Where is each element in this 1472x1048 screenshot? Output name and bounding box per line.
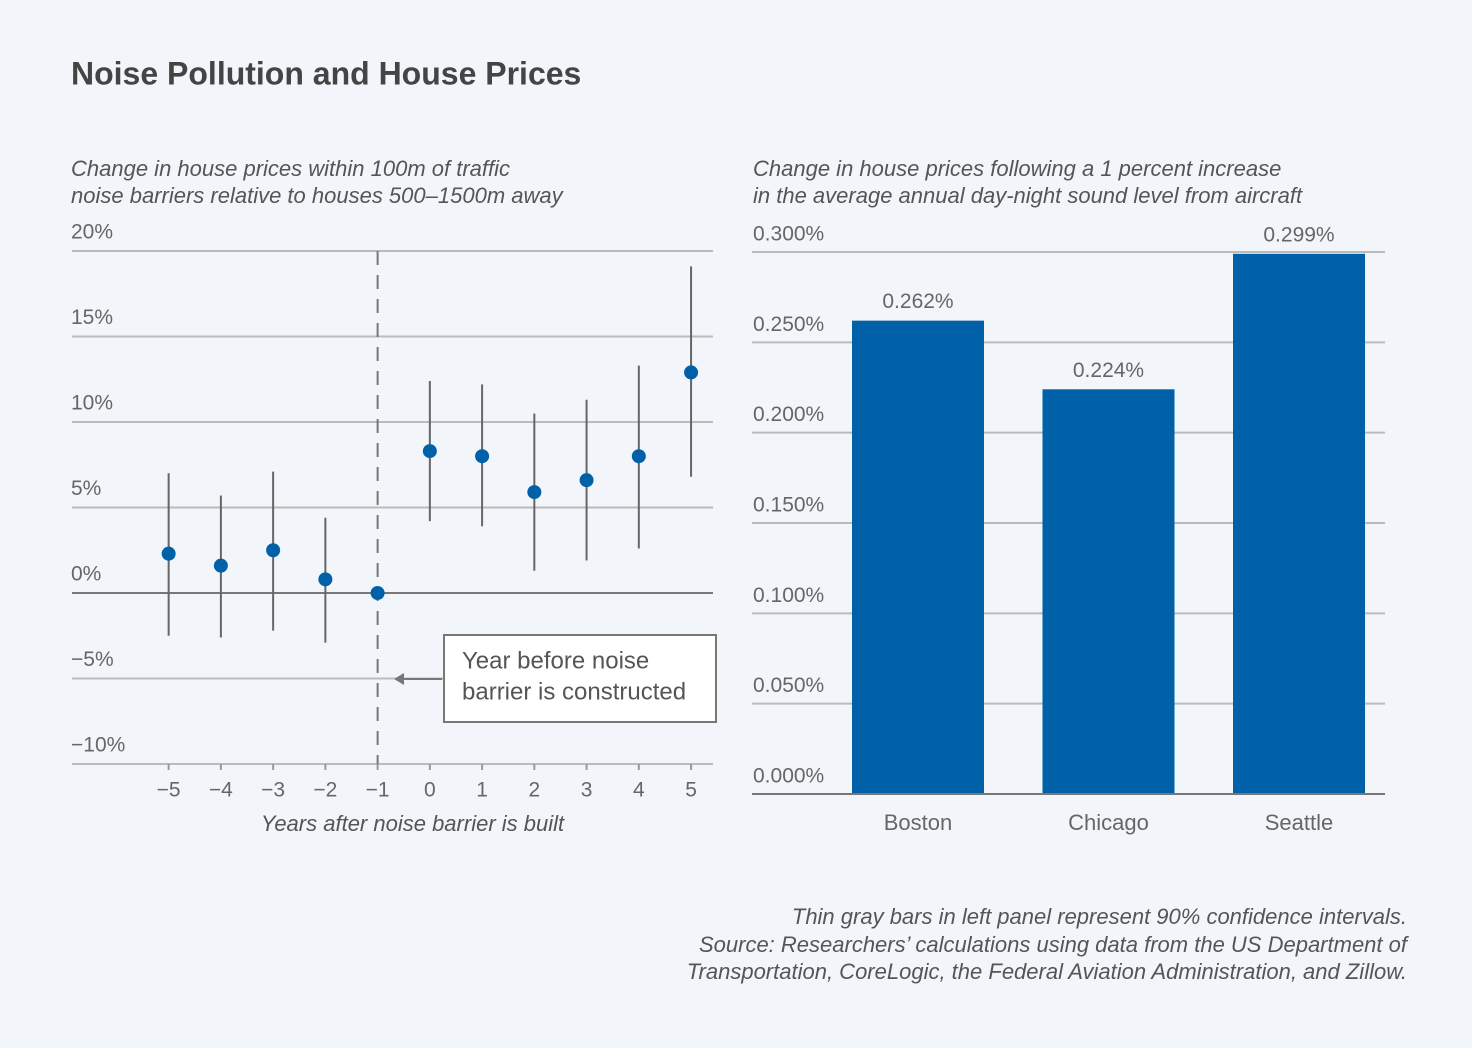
x-tick-label: 2 — [528, 779, 540, 802]
x-tick-label: −1 — [366, 779, 390, 802]
x-tick-label: −3 — [261, 779, 285, 802]
x-tick-label: 1 — [476, 779, 488, 802]
point — [370, 586, 385, 600]
note: Thin gray bars in left panel represent 9… — [792, 904, 1407, 929]
y-tick-label: 15% — [71, 306, 113, 329]
y-tick-label: 0.050% — [753, 674, 824, 697]
x-tick-label: 0 — [424, 779, 436, 802]
annotation-arrowhead — [394, 673, 404, 685]
point — [318, 572, 333, 587]
annotation-box — [443, 634, 717, 723]
y-tick-label: −5% — [71, 648, 114, 671]
annotation: barrier is constructed — [462, 678, 686, 705]
x-axis-label: Years after noise barrier is built — [261, 811, 565, 836]
subtitle: Change in house prices following a 1 per… — [753, 156, 1281, 181]
point — [266, 543, 281, 558]
y-tick-label: 0.100% — [753, 584, 824, 607]
x-tick-label: 3 — [581, 779, 593, 802]
note: Transportation, CoreLogic, the Federal A… — [687, 959, 1407, 984]
point — [161, 546, 176, 561]
x-tick-label: 5 — [685, 779, 697, 802]
y-tick-label: 0% — [71, 563, 101, 586]
x-tick-label: Boston — [884, 810, 953, 835]
bar — [1042, 389, 1175, 794]
value-label: 0.262% — [882, 290, 953, 313]
point — [579, 473, 594, 488]
subtitle: noise barriers relative to houses 500–15… — [71, 183, 565, 208]
point — [422, 444, 437, 459]
figure-title: Noise Pollution and House Prices — [71, 55, 581, 91]
y-tick-label: 5% — [71, 477, 101, 500]
annotation: Year before noise — [462, 647, 649, 674]
x-tick-label: Chicago — [1068, 810, 1149, 835]
x-tick-label: −5 — [157, 779, 181, 802]
y-tick-label: 10% — [71, 392, 113, 415]
x-tick-label: −2 — [313, 779, 337, 802]
value-label: 0.224% — [1073, 359, 1144, 382]
note: Source: Researchers’ calculations using … — [699, 932, 1410, 957]
subtitle: Change in house prices within 100m of tr… — [71, 156, 510, 181]
point — [684, 365, 699, 380]
y-tick-label: 20% — [71, 221, 113, 244]
bar — [1233, 253, 1365, 795]
y-tick-label: −10% — [71, 734, 125, 757]
y-tick-label: 0.000% — [753, 765, 824, 788]
y-tick-label: 0.300% — [753, 223, 824, 246]
y-tick-label: 0.250% — [753, 313, 824, 336]
point — [631, 449, 646, 464]
y-tick-label: 0.200% — [753, 403, 824, 426]
x-tick-label: 4 — [633, 779, 645, 802]
value-label: 0.299% — [1263, 223, 1334, 246]
point — [475, 449, 490, 464]
subtitle: in the average annual day-night sound le… — [753, 183, 1303, 208]
y-tick-label: 0.150% — [753, 494, 824, 517]
x-tick-label: Seattle — [1265, 810, 1334, 835]
point — [213, 558, 228, 573]
x-tick-label: −4 — [209, 779, 233, 802]
bar — [852, 320, 984, 794]
point — [527, 485, 542, 500]
